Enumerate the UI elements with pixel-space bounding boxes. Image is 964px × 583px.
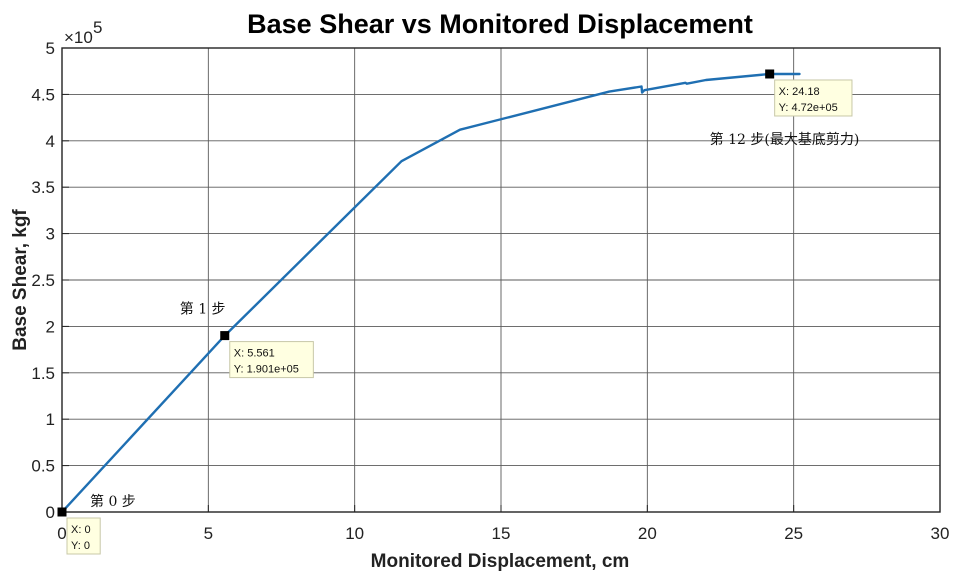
x-tick-label: 0 [57,524,66,543]
x-tick-label: 15 [492,524,511,543]
x-tick-label: 25 [784,524,803,543]
y-exponent-base: ×10 [64,28,93,47]
y-axis-label: Base Shear, kgf [10,209,31,351]
y-exponent: ×10 5 [64,18,102,47]
y-tick-label: 2.5 [31,271,55,290]
y-tick-label: 5 [46,39,55,58]
datatip-marker [765,69,775,79]
x-tick-label: 30 [931,524,950,543]
series-line [60,72,801,514]
datatip-y-text: Y: 0 [71,540,90,552]
y-tick-label: 0 [46,503,55,522]
y-exponent-power: 5 [93,18,102,37]
datatip-box [229,341,314,379]
datatips: X: 0 Y: 0 X: 5.561 Y: 1.901e+05 X: 24.18 Y: 4… [57,69,853,555]
datatip-x-text: X: 0 [71,524,91,536]
datatip-y-text: Y: 4.72e+05 [779,102,838,114]
datatip-box [774,79,853,117]
annotation-label: 第 1 步 [180,301,226,318]
datatip-y-text: Y: 1.901e+05 [234,364,299,376]
x-tick-label: 20 [638,524,657,543]
datatip-marker [57,507,67,517]
series-group [60,72,801,514]
annotations: 第 0 步 第 1 步 第 12 步(最大基底剪力) [90,131,859,510]
x-tick-label: 5 [204,524,213,543]
datatip-box [66,517,101,555]
y-ticks: 0 0.5 1 1.5 2 2.5 3 3.5 4 4.5 5 [31,39,69,522]
datatip-x-text: X: 5.561 [234,348,275,360]
x-tick-label: 10 [345,524,364,543]
datatip-x-text: X: 24.18 [779,86,820,98]
y-tick-label: 3 [46,225,55,244]
annotation-label: 第 12 步(最大基底剪力) [710,131,860,148]
y-tick-label: 2 [46,317,55,336]
y-tick-label: 1.5 [31,364,55,383]
y-tick-label: 1 [46,410,55,429]
annotation-label: 第 0 步 [90,493,136,510]
y-tick-label: 0.5 [31,457,55,476]
y-tick-label: 4 [46,132,55,151]
x-axis-label: Monitored Displacement, cm [371,551,630,572]
datatip-marker [220,331,230,341]
y-tick-label: 3.5 [31,178,55,197]
y-tick-label: 4.5 [31,85,55,104]
chart-title: Base Shear vs Monitored Displacement [247,9,753,39]
